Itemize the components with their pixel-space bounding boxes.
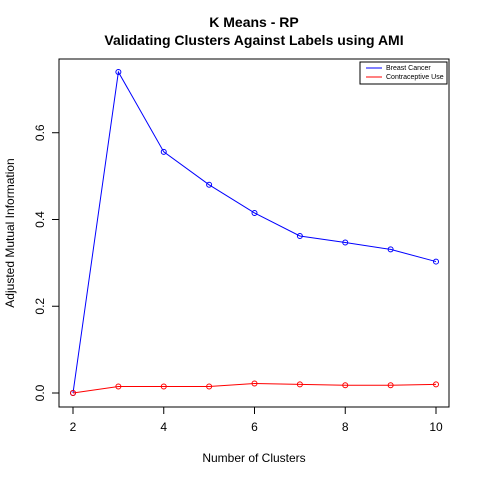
data-point-breast-cancer	[206, 181, 213, 188]
x-axis: 2 4 6 8 10	[70, 406, 443, 434]
chart-subtitle: Validating Clusters Against Labels using…	[104, 32, 403, 48]
data-point-breast-cancer	[433, 258, 439, 265]
data-point-contraceptive-use	[251, 380, 258, 387]
series-line-contraceptive-use	[72, 382, 437, 394]
data-point-contraceptive-use	[342, 382, 349, 389]
x-tick-label: 10	[429, 420, 443, 434]
data-point-breast-cancer	[387, 246, 394, 253]
x-tick-label: 8	[342, 420, 349, 434]
data-point-breast-cancer	[342, 239, 349, 246]
y-tick-label: 0.6	[33, 124, 47, 141]
x-axis-label: Number of Clusters	[202, 451, 305, 465]
y-axis-label: Adjusted Mutual Information	[3, 158, 17, 307]
legend-label-contraceptive-use: Contraceptive Use	[386, 74, 444, 81]
data-point-contraceptive-use	[206, 383, 213, 390]
plot-frame	[58, 58, 450, 408]
legend-label-breast-cancer: Breast Cancer	[386, 65, 431, 72]
data-point-contraceptive-use	[433, 381, 439, 388]
series-layer	[70, 69, 439, 396]
y-tick-label: 0.4	[33, 211, 47, 228]
data-point-contraceptive-use	[387, 382, 394, 389]
data-point-breast-cancer	[115, 69, 122, 75]
y-axis: 0.0 0.2 0.4 0.6	[33, 124, 60, 401]
y-tick-label: 0.0	[33, 384, 47, 401]
legend: Breast Cancer Contraceptive Use	[359, 61, 448, 85]
data-point-contraceptive-use	[160, 383, 167, 390]
data-point-contraceptive-use	[115, 383, 122, 390]
x-tick-label: 2	[70, 420, 77, 434]
data-point-contraceptive-use	[70, 390, 76, 396]
x-tick-label: 6	[251, 420, 258, 434]
x-tick-label: 4	[160, 420, 167, 434]
chart-title: K Means - RP	[209, 14, 298, 30]
data-point-breast-cancer	[160, 148, 167, 155]
y-tick-label: 0.2	[33, 298, 47, 315]
data-point-breast-cancer	[296, 232, 303, 239]
series-line-breast-cancer	[72, 70, 437, 394]
data-point-breast-cancer	[251, 209, 258, 216]
data-point-contraceptive-use	[296, 381, 303, 388]
